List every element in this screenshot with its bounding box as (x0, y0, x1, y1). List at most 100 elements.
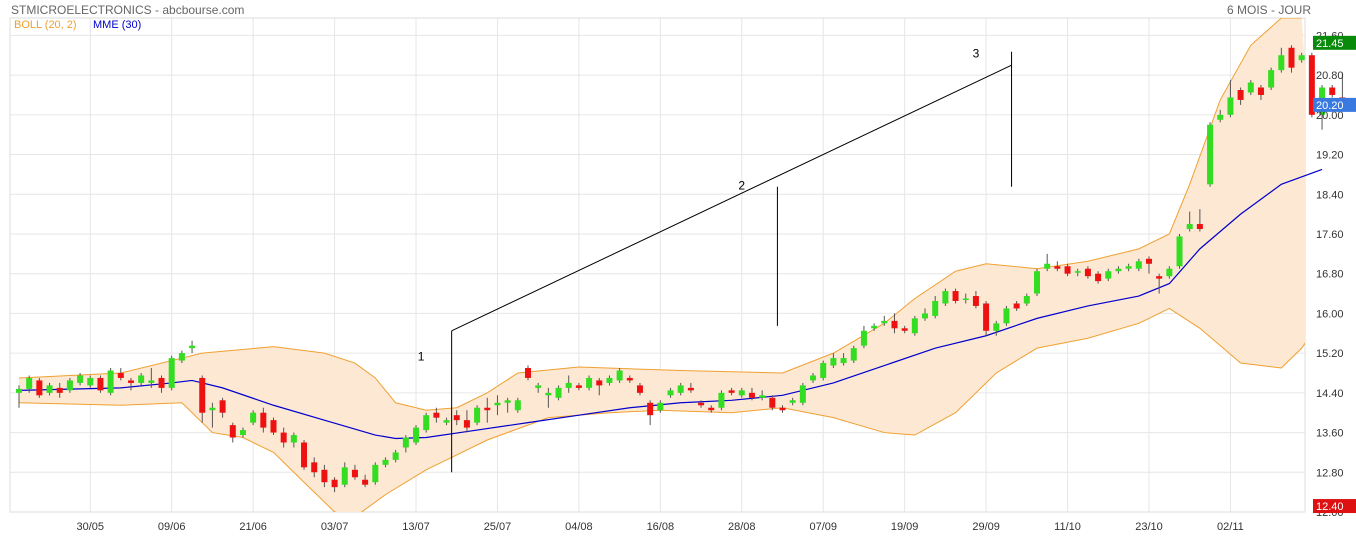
candle (616, 368, 623, 383)
candle (1135, 258, 1142, 272)
candle (351, 464, 358, 480)
candles (16, 45, 1346, 493)
candle-body (209, 407, 216, 411)
candle (1054, 261, 1061, 272)
y-tick-label: 12.80 (1316, 467, 1344, 479)
x-tick-label: 11/10 (1054, 521, 1081, 533)
candle (759, 390, 766, 401)
candle-body (1013, 303, 1020, 309)
candle (789, 397, 796, 406)
candle-body (1247, 82, 1254, 93)
candle-body (1135, 261, 1142, 269)
candle (229, 422, 236, 443)
candle-body (779, 407, 786, 411)
candle (636, 382, 643, 396)
candle (1257, 85, 1264, 100)
candle-body (1196, 224, 1203, 230)
candle (1145, 256, 1152, 274)
candle-body (127, 380, 134, 383)
candle-body (626, 377, 633, 381)
candle (1115, 266, 1122, 274)
candle (392, 449, 399, 463)
candle-body (321, 469, 328, 483)
band-group (18, 18, 1305, 512)
candle (1105, 268, 1112, 282)
candle-body (810, 375, 817, 381)
candle (891, 313, 898, 334)
candle (1308, 52, 1315, 118)
candle (575, 382, 582, 391)
candle (708, 405, 715, 413)
candle (606, 375, 613, 386)
candle (677, 382, 684, 396)
candle (820, 360, 827, 381)
candle-body (1095, 273, 1102, 282)
candle-body (1217, 114, 1224, 120)
candle-body (453, 415, 460, 421)
candle-body (494, 402, 501, 406)
candle-body (687, 387, 694, 391)
candle (687, 382, 694, 393)
candle-body (871, 325, 878, 329)
candle-body (942, 291, 949, 304)
candle (138, 372, 145, 386)
candle (657, 400, 664, 413)
candle (362, 474, 369, 488)
candle-body (77, 375, 84, 383)
candle (911, 315, 918, 336)
candle (1288, 45, 1295, 73)
candle-body (372, 464, 379, 483)
candle-body (565, 382, 572, 388)
candle-body (850, 348, 857, 361)
x-tick-label: 16/08 (647, 521, 675, 533)
candle-body (138, 375, 145, 383)
y-tick-label: 13.60 (1316, 428, 1344, 440)
candle (26, 375, 33, 393)
candle-body (87, 377, 94, 386)
price-badge-label: 21.45 (1316, 38, 1344, 50)
candle-body (962, 298, 969, 301)
candle (952, 288, 959, 304)
candle (107, 368, 114, 396)
x-tick-label: 19/09 (891, 521, 919, 533)
candle-body (708, 407, 715, 411)
candle-body (586, 377, 593, 388)
candle-body (952, 291, 959, 301)
y-tick-label: 17.60 (1316, 229, 1344, 241)
x-tick-label: 30/05 (76, 521, 104, 533)
chart-title: STMICROELECTRONICS - abcbourse.com (11, 3, 245, 17)
candle (1074, 268, 1081, 277)
candle (148, 368, 155, 388)
y-tick-label: 15.20 (1316, 348, 1344, 360)
candle (667, 387, 674, 398)
candle-body (484, 407, 491, 411)
candle-body (189, 345, 196, 349)
candle-body (413, 427, 420, 443)
candle-body (351, 469, 358, 478)
candle-body (1115, 268, 1122, 272)
candle (962, 293, 969, 304)
candle (626, 375, 633, 383)
candle (158, 375, 165, 393)
candle-body (748, 392, 755, 398)
candle-body (881, 320, 888, 324)
candle-body (270, 420, 277, 433)
price-badge (1313, 499, 1356, 514)
candle-body (1064, 266, 1071, 274)
candle (239, 427, 246, 438)
candle (443, 417, 450, 426)
candle (1176, 233, 1183, 269)
candle-body (769, 397, 776, 408)
candle (178, 350, 185, 364)
candle-body (239, 430, 246, 436)
candle (484, 397, 491, 423)
candle-body (433, 412, 440, 418)
mme-line (18, 168, 1323, 440)
candle (117, 368, 124, 381)
candle (993, 320, 1000, 336)
candle-body (1074, 271, 1081, 273)
candle (301, 440, 308, 470)
candle-body (1186, 224, 1193, 230)
candle (209, 402, 216, 428)
candle-body (26, 377, 33, 389)
